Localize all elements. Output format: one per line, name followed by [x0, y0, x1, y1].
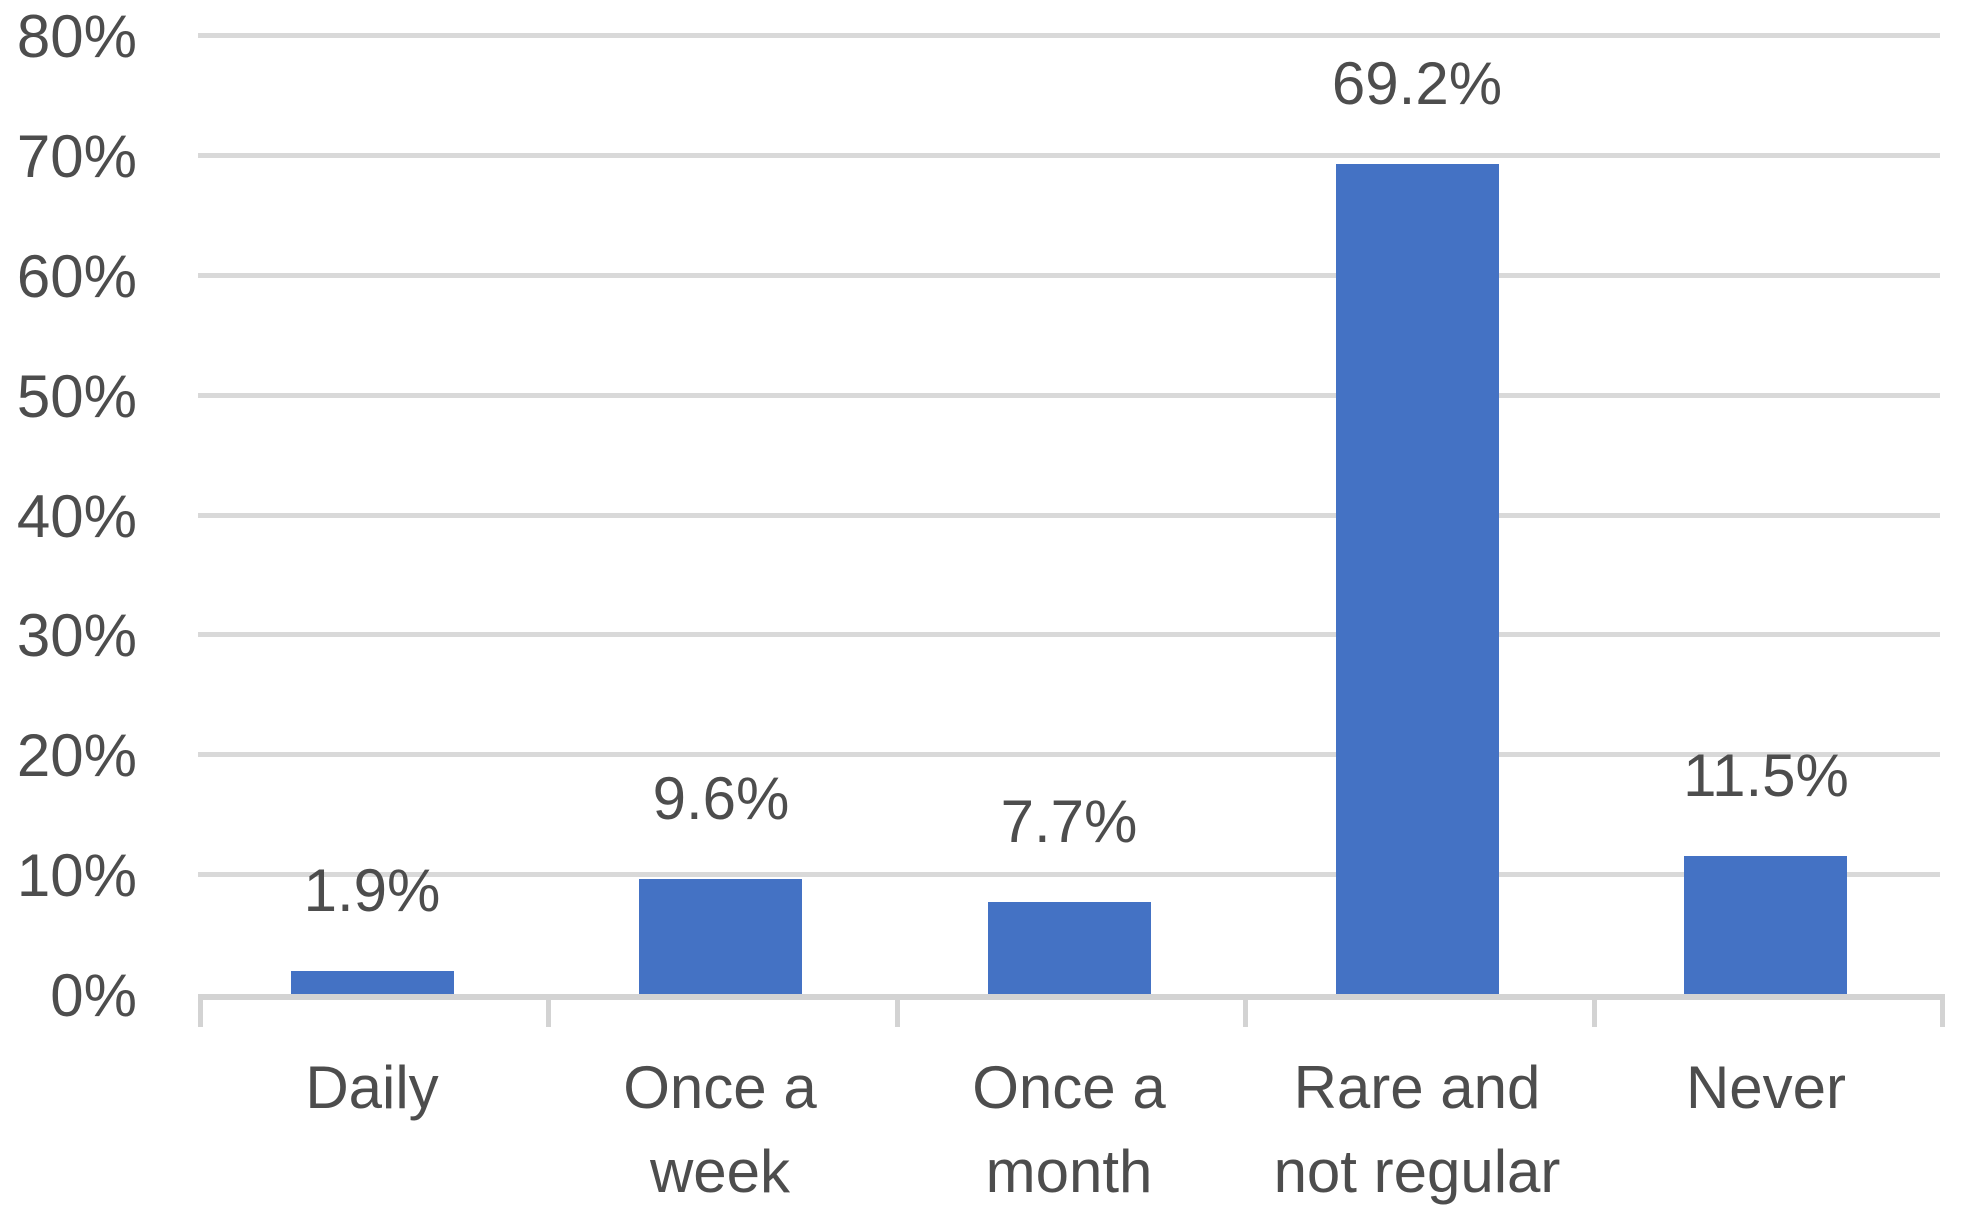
gridline: [198, 632, 1940, 638]
y-tick-label: 50%: [16, 362, 137, 430]
x-tick-label-line: Daily: [305, 1054, 439, 1121]
x-tick-label-line: month: [985, 1138, 1153, 1205]
axis-tick: [895, 1000, 900, 1027]
gridline: [198, 512, 1940, 518]
data-label: 7.7%: [1000, 788, 1138, 855]
axis-tick: [546, 1000, 551, 1027]
x-tick-label: Daily: [198, 1046, 546, 1130]
data-label: 1.9%: [303, 857, 441, 924]
x-tick-label-line: week: [649, 1138, 791, 1205]
bar-once-a-month: [988, 902, 1151, 994]
axis-tick: [1243, 1000, 1248, 1027]
data-label: 69.2%: [1331, 50, 1503, 117]
gridline: [198, 152, 1940, 158]
x-tick-label-line: Once a: [972, 1054, 1166, 1121]
x-tick-label-line: not regular: [1273, 1138, 1561, 1205]
y-tick-label: 20%: [16, 722, 137, 790]
axis-tick: [198, 1000, 203, 1027]
bar-once-a-week: [639, 879, 802, 994]
y-tick-label: 80%: [16, 3, 137, 70]
gridline: [198, 872, 1940, 878]
x-tick-label-line: Never: [1685, 1054, 1847, 1121]
x-tick-label: Never: [1592, 1046, 1940, 1130]
gridline: [198, 752, 1940, 758]
bar-daily: [291, 971, 454, 994]
y-tick-label: 40%: [16, 482, 137, 550]
data-label: 11.5%: [1683, 742, 1849, 809]
bar-never: [1684, 856, 1847, 994]
x-tick-label: Once a week: [546, 1046, 894, 1214]
y-tick-label: 60%: [16, 242, 137, 310]
y-tick-label: 70%: [16, 122, 137, 190]
axis-tick: [1940, 1000, 1945, 1027]
y-tick-label: 30%: [16, 602, 137, 670]
bar-rare-and-not-regular: [1336, 164, 1499, 994]
y-tick-label: 10%: [16, 842, 137, 910]
y-tick-label: 0%: [50, 962, 137, 1029]
x-axis-line: [198, 994, 1945, 1000]
x-tick-label: Rare and not regular: [1243, 1046, 1591, 1214]
x-tick-label-line: Rare and: [1293, 1054, 1541, 1121]
data-label: 9.6%: [652, 765, 790, 832]
x-tick-label-line: Once a: [623, 1054, 817, 1121]
x-tick-label: Once a month: [895, 1046, 1243, 1214]
gridline: [198, 272, 1940, 278]
axis-tick: [1592, 1000, 1597, 1027]
gridline: [198, 392, 1940, 398]
gridline: [198, 33, 1940, 38]
